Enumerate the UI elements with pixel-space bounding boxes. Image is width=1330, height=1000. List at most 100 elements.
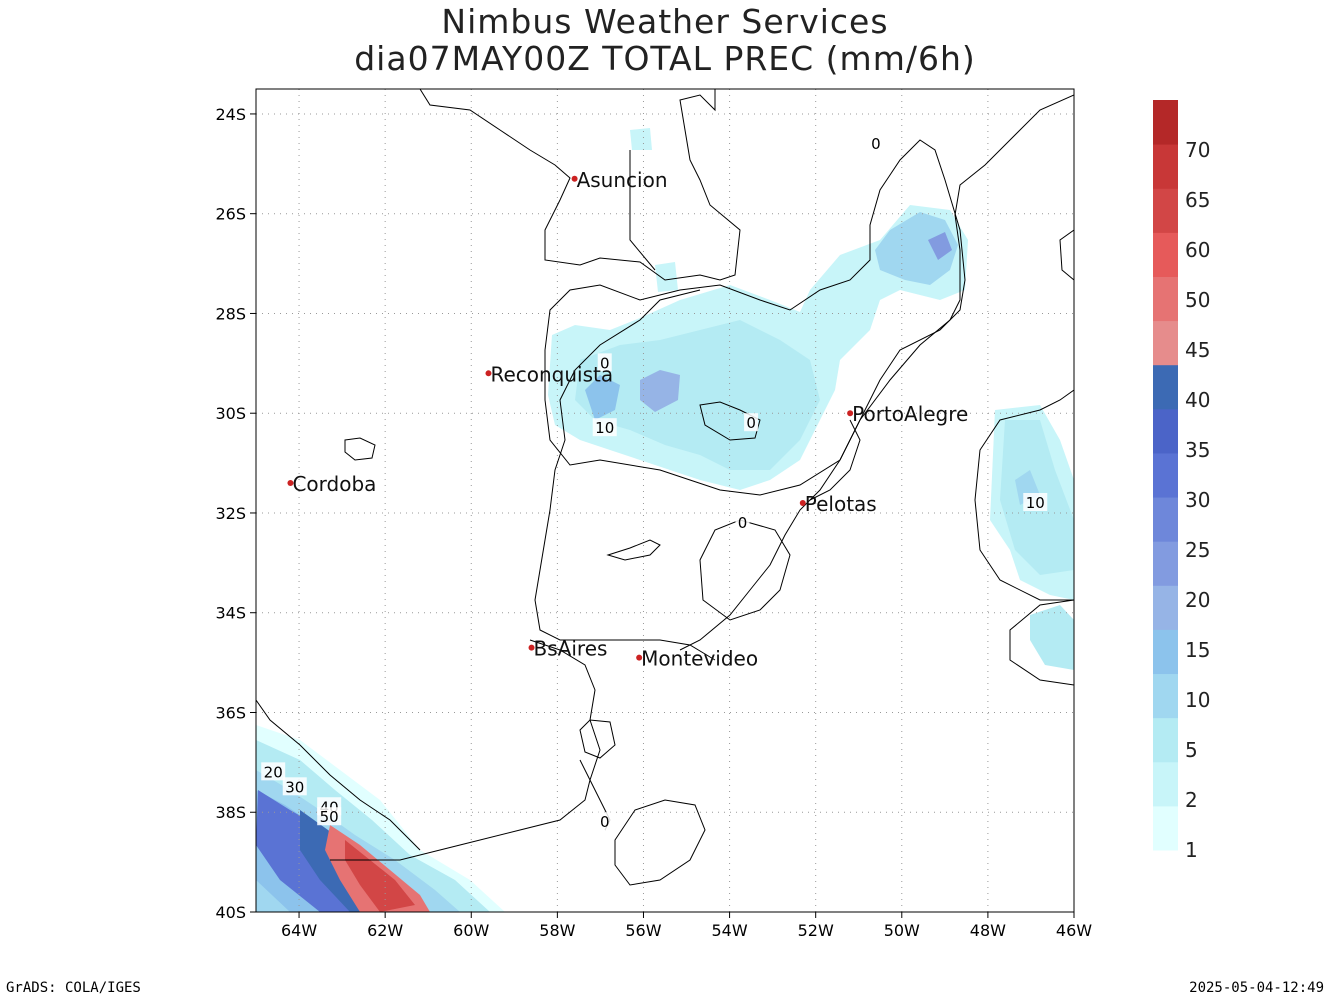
argentina-misiones bbox=[629, 150, 656, 271]
colorbar-swatch bbox=[1153, 805, 1178, 851]
lat-label: 40S bbox=[215, 903, 246, 922]
colorbar-label: 20 bbox=[1185, 588, 1210, 612]
colorbar-label: 50 bbox=[1185, 288, 1210, 312]
footer-credit: GrADS: COLA/IGES bbox=[6, 980, 141, 996]
precip-area-central-2 bbox=[575, 320, 820, 470]
colorbar-swatch bbox=[1153, 100, 1178, 145]
contour-label: 10 bbox=[1026, 494, 1045, 512]
precip-contours bbox=[256, 139, 1074, 886]
city-marker bbox=[636, 654, 643, 661]
contour-label-bg bbox=[1023, 492, 1048, 511]
colorbar-swatch bbox=[1153, 497, 1178, 542]
uruguay-lake bbox=[606, 539, 661, 561]
paraguay-border bbox=[419, 89, 741, 281]
lon-label: 58W bbox=[539, 921, 575, 940]
colorbar-label: 70 bbox=[1185, 138, 1210, 162]
city-label: BsAires bbox=[534, 637, 608, 661]
lat-lon-grid bbox=[256, 89, 1074, 912]
colorbar-swatch bbox=[1153, 320, 1178, 366]
contour-label-bg bbox=[261, 762, 286, 781]
colorbar-label: 45 bbox=[1185, 338, 1210, 362]
city-marker bbox=[287, 480, 294, 487]
colorbar-swatch bbox=[1153, 364, 1178, 410]
lon-label: 62W bbox=[367, 921, 403, 940]
contour-label: 50 bbox=[320, 808, 339, 826]
colorbar-label: 1 bbox=[1185, 838, 1198, 862]
precip-area-ne-2 bbox=[928, 232, 952, 260]
colorbar-swatch bbox=[1153, 717, 1178, 763]
colorbar-swatch bbox=[1153, 144, 1178, 189]
precip-fields bbox=[256, 128, 1074, 912]
precip-area-small-n bbox=[630, 128, 652, 150]
contour-label: 0 bbox=[600, 813, 610, 831]
lon-label: 48W bbox=[970, 921, 1006, 940]
precip-area-ne bbox=[875, 212, 958, 285]
precip-sw-8 bbox=[345, 840, 415, 912]
colorbar-label: 10 bbox=[1185, 688, 1210, 712]
contour-label-bg bbox=[592, 418, 617, 437]
colorbar-swatch bbox=[1153, 408, 1178, 454]
lon-label: 60W bbox=[453, 921, 489, 940]
colorbar-swatch bbox=[1153, 585, 1178, 630]
colorbar-label: 30 bbox=[1185, 488, 1210, 512]
contour-label-bg bbox=[597, 812, 612, 831]
colorbar-swatch bbox=[1153, 541, 1178, 586]
city-label: PortoAlegre bbox=[852, 402, 968, 426]
colorbar-label: 25 bbox=[1185, 538, 1210, 562]
colorbar-label: 5 bbox=[1185, 738, 1198, 762]
contour-label-bg bbox=[282, 777, 307, 796]
colorbar-swatch bbox=[1153, 452, 1178, 498]
lat-label: 32S bbox=[215, 504, 246, 523]
cities: Asuncion Reconquista Cordoba PortoAlegre Pel… bbox=[287, 168, 968, 671]
city-marker bbox=[571, 175, 578, 182]
lon-label: 46W bbox=[1056, 921, 1092, 940]
contour-label: 0 bbox=[871, 135, 881, 153]
colorbar-swatch bbox=[1153, 276, 1178, 322]
colorbar-label: 15 bbox=[1185, 638, 1210, 662]
axes: 24S 26S 28S 30S 32S 34S 36S 38S 40S 64W 62W 60W 58W 5… bbox=[215, 105, 1092, 940]
city-label: Reconquista bbox=[490, 362, 613, 386]
lon-label: 50W bbox=[884, 921, 920, 940]
city-label: Asuncion bbox=[577, 168, 668, 192]
colorbar-swatch bbox=[1153, 232, 1178, 277]
lat-label: 34S bbox=[215, 604, 246, 623]
colorbar-label: 35 bbox=[1185, 438, 1210, 462]
cordoba-lake bbox=[344, 437, 376, 461]
city-label: Cordoba bbox=[292, 472, 376, 496]
contour-label: 0 bbox=[600, 354, 610, 372]
lat-label: 36S bbox=[215, 703, 246, 722]
precip-area-central-4 bbox=[640, 370, 680, 412]
colorbar-label: 2 bbox=[1185, 788, 1198, 812]
contour-label: 10 bbox=[595, 419, 614, 437]
contour-label: 0 bbox=[746, 414, 756, 432]
contour-label-bg bbox=[317, 807, 342, 826]
contour-label-bg bbox=[868, 133, 883, 152]
colorbar-swatch bbox=[1153, 188, 1178, 233]
lat-label: 26S bbox=[215, 205, 246, 224]
coastlines-borders bbox=[330, 89, 1074, 861]
precip-area-small-n2 bbox=[655, 262, 678, 292]
footer-timestamp: 2025-05-04-12:49 bbox=[1189, 980, 1324, 996]
lat-label: 38S bbox=[215, 803, 246, 822]
colorbar-swatch bbox=[1153, 629, 1178, 675]
city-marker bbox=[528, 644, 535, 651]
lon-label: 52W bbox=[798, 921, 834, 940]
plot-frame bbox=[255, 88, 1075, 913]
contour-label: 30 bbox=[285, 778, 304, 796]
contour-label-bg bbox=[744, 413, 759, 432]
colorbar-swatch bbox=[1153, 761, 1178, 807]
colorbar-label: 60 bbox=[1185, 238, 1210, 262]
city-label: Pelotas bbox=[805, 492, 877, 516]
precip-area-east-4 bbox=[1030, 605, 1074, 670]
uruguay-river bbox=[534, 289, 716, 661]
precipitation-map: 24S 26S 28S 30S 32S 34S 36S 38S 40S 64W 62W 60W 58W 5… bbox=[215, 88, 1210, 940]
colorbar-label: 65 bbox=[1185, 188, 1210, 212]
map-subtitle: dia07MAY00Z TOTAL PREC (mm/6h) bbox=[354, 39, 976, 78]
colorbar-label: 40 bbox=[1185, 388, 1210, 412]
contour-label: 20 bbox=[264, 763, 283, 781]
contour-label: 0 bbox=[738, 514, 748, 532]
city-marker bbox=[847, 410, 854, 417]
lagoa-dos-patos bbox=[809, 419, 861, 501]
city-marker bbox=[485, 370, 492, 377]
